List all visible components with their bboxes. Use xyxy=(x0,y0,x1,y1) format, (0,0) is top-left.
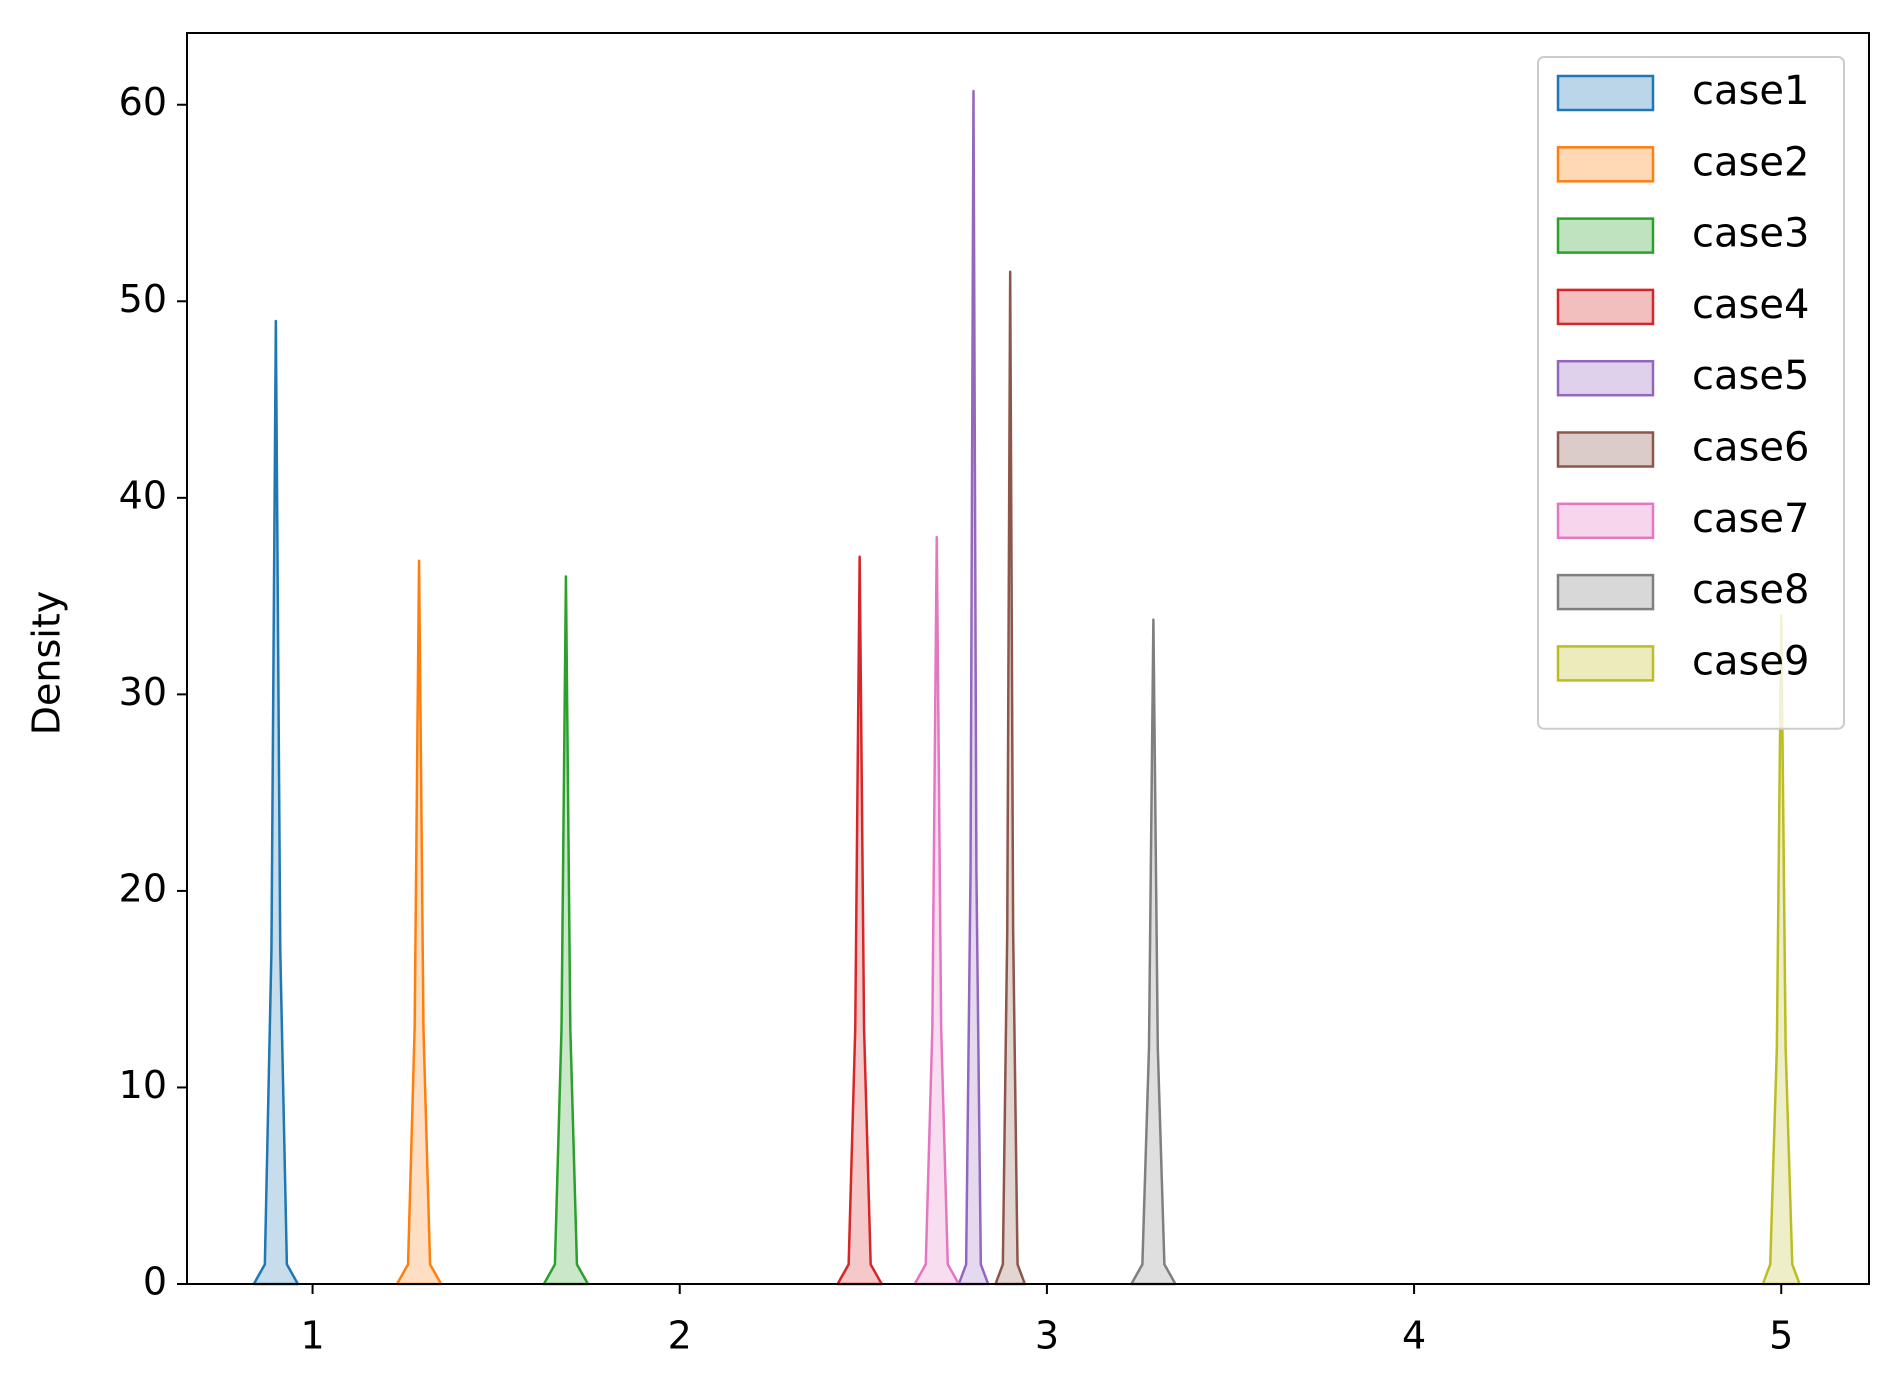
x-tick-label: 2 xyxy=(668,1314,692,1358)
y-tick-label: 30 xyxy=(119,670,167,714)
legend-label: case7 xyxy=(1692,496,1809,542)
density-area xyxy=(252,319,300,1286)
legend-label: case2 xyxy=(1692,139,1809,185)
y-tick-label: 0 xyxy=(143,1260,167,1304)
x-tick-label: 5 xyxy=(1769,1314,1793,1358)
density-area xyxy=(1130,618,1177,1286)
legend-swatch xyxy=(1556,217,1655,254)
x-tick-label: 4 xyxy=(1402,1314,1426,1358)
y-tick-label: 60 xyxy=(119,80,167,124)
legend-label: case5 xyxy=(1692,353,1809,399)
legend-swatch xyxy=(1556,502,1655,540)
legend-box xyxy=(1537,56,1845,730)
legend-swatch xyxy=(1556,146,1655,183)
density-area xyxy=(957,89,990,1286)
legend-swatch xyxy=(1556,288,1655,326)
y-tick-label: 50 xyxy=(119,277,167,321)
legend-label: case3 xyxy=(1692,211,1809,257)
legend-swatch xyxy=(1556,359,1655,397)
legend-label: case9 xyxy=(1692,638,1809,684)
density-area xyxy=(994,270,1027,1286)
density-area xyxy=(836,555,883,1286)
plot-frame xyxy=(186,32,1870,1285)
legend-swatch xyxy=(1556,74,1655,112)
x-tick-label: 1 xyxy=(300,1314,324,1358)
y-tick-label: 10 xyxy=(119,1063,167,1107)
legend-label: case4 xyxy=(1692,282,1809,328)
x-tick-label: 3 xyxy=(1035,1314,1059,1358)
y-tick-label: 40 xyxy=(119,473,167,517)
density-area xyxy=(395,559,443,1286)
legend-label: case6 xyxy=(1692,425,1809,471)
legend-swatch xyxy=(1556,645,1655,682)
legend-swatch xyxy=(1556,431,1655,468)
density-area xyxy=(1761,614,1801,1286)
legend-label: case8 xyxy=(1692,567,1809,613)
density-area xyxy=(542,575,590,1286)
y-axis-label: Density xyxy=(25,591,69,735)
y-tick-label: 20 xyxy=(119,866,167,910)
legend-label: case1 xyxy=(1692,68,1809,114)
legend-swatch xyxy=(1556,573,1655,611)
density-area xyxy=(913,535,961,1286)
